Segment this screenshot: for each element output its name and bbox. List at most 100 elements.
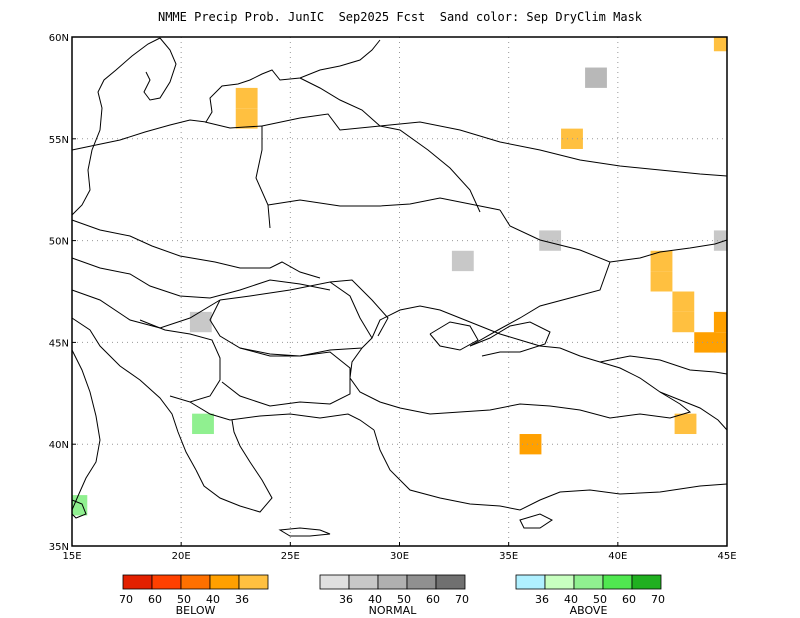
- prob-cell-normal: [451, 250, 474, 272]
- prob-cell-below: [235, 108, 258, 129]
- legend-swatch-above: [544, 574, 575, 590]
- coastline-crete: [278, 527, 331, 537]
- prob-cell-below: [713, 332, 727, 353]
- legend-label-below: 36: [235, 593, 249, 606]
- coastline-scandinavia: [71, 37, 161, 216]
- coastline-sicily: [71, 499, 87, 519]
- prob-cell-below: [650, 250, 673, 272]
- grid-lines: [72, 37, 727, 546]
- legend-label-normal: 36: [339, 593, 353, 606]
- prob-cell-below: [713, 37, 727, 52]
- border-caucasus: [599, 355, 728, 375]
- legend-label-below: 70: [119, 593, 133, 606]
- y-tick-label: 40N: [49, 440, 69, 451]
- border-russia-kazakhstan: [609, 239, 728, 263]
- legend-label-normal: 40: [368, 593, 382, 606]
- map-title: NMME Precip Prob. JunIC Sep2025 Fcst San…: [157, 10, 643, 24]
- legend-swatch-below: [209, 574, 240, 590]
- prob-cell-normal: [189, 311, 212, 333]
- coastline-italy: [71, 349, 101, 511]
- border-turkey-east: [659, 391, 728, 431]
- y-tick-label: 50N: [49, 237, 69, 248]
- prob-cell-normal: [585, 67, 607, 88]
- map-background: [72, 37, 727, 546]
- legend-label-below: 50: [177, 593, 191, 606]
- legend-swatch-below: [151, 574, 182, 590]
- legend-swatch-above: [515, 574, 546, 590]
- prob-cell-below: [235, 87, 258, 109]
- prob-cell-below: [713, 311, 727, 333]
- legend-label-normal: 60: [426, 593, 440, 606]
- border-germany-poland: [71, 219, 321, 279]
- coastline-aegean-north: [189, 401, 375, 431]
- border-ukraine-russia: [469, 209, 611, 347]
- border-bulgaria: [221, 347, 351, 407]
- prob-cell-below: [650, 271, 673, 292]
- legend-title-normal: NORMAL: [369, 604, 418, 617]
- border-czech-slovakia: [71, 257, 331, 299]
- prob-cell-above: [192, 413, 214, 435]
- prob-cell-below: [561, 128, 583, 149]
- border-russia-north: [379, 121, 728, 177]
- legend-swatch-below: [180, 574, 211, 590]
- legend-swatch-normal: [319, 574, 350, 590]
- y-tick-label: 55N: [49, 135, 69, 146]
- legend-label-normal: 50: [397, 593, 411, 606]
- prob-cell-normal: [539, 230, 562, 251]
- prob-cell-below: [694, 332, 717, 353]
- prob-cell-below: [672, 311, 695, 333]
- prob-cell-below: [519, 434, 542, 455]
- border-baltic-russia: [261, 113, 481, 213]
- x-tick-label: 45E: [717, 551, 736, 562]
- legend-swatch-normal: [406, 574, 437, 590]
- coastline-turkey-south: [373, 429, 728, 511]
- coastline-azov: [469, 321, 551, 357]
- y-tick-label: 45N: [49, 338, 69, 349]
- legend-title-above: ABOVE: [570, 604, 608, 617]
- coastline-crimea: [429, 321, 479, 351]
- legend-label-above: 70: [651, 593, 665, 606]
- axis-ticks: 15E 20E 25E 30E 35E 40E 45E 35N 40N 45N 50N 55N 60N: [49, 33, 737, 562]
- x-tick-label: 25E: [281, 551, 300, 562]
- coastlines-and-borders: [71, 37, 728, 537]
- legend-label-above: 40: [564, 593, 578, 606]
- legend-label-above: 36: [535, 593, 549, 606]
- border-austria-hungary: [71, 289, 221, 329]
- border-balkans: [139, 319, 221, 403]
- border-moldova: [329, 279, 389, 337]
- legend-swatch-normal: [348, 574, 379, 590]
- legend-label-above: 60: [622, 593, 636, 606]
- coastline-greece: [195, 419, 273, 513]
- coastline-black-sea: [349, 305, 692, 419]
- legend-swatch-above: [631, 574, 662, 590]
- y-tick-label: 60N: [49, 33, 69, 44]
- legend-swatch-normal: [377, 574, 408, 590]
- legend-swatch-above: [573, 574, 604, 590]
- y-tick-label: 35N: [49, 542, 69, 553]
- border-russia-northwest: [299, 77, 381, 127]
- legend-label-normal: 70: [455, 593, 469, 606]
- x-tick-label: 35E: [499, 551, 518, 562]
- coastline-cyprus: [519, 513, 553, 529]
- x-tick-label: 30E: [390, 551, 409, 562]
- legend-swatch-above: [602, 574, 633, 590]
- legend-swatch-below: [122, 574, 153, 590]
- legend-swatch-below: [238, 574, 269, 590]
- coastline-baltic-south: [71, 65, 341, 151]
- legend: 70 60 50 40 36 BELOW 36 40 50 60 70 NORMAL 36 40 50 60 7…: [119, 574, 665, 617]
- x-tick-label: 15E: [62, 551, 81, 562]
- legend-label-below: 40: [206, 593, 220, 606]
- legend-label-below: 60: [148, 593, 162, 606]
- coastline-gulf-finland: [339, 39, 381, 67]
- prob-cell-below: [672, 291, 695, 312]
- legend-swatch-normal: [435, 574, 466, 590]
- border-belarus-ukraine: [267, 197, 501, 211]
- legend-title-below: BELOW: [176, 604, 216, 617]
- coastline-adriatic: [71, 317, 197, 471]
- legend-label-above: 50: [593, 593, 607, 606]
- coastline-sweden-east: [143, 37, 177, 101]
- prob-cell-normal: [713, 230, 727, 251]
- x-tick-label: 20E: [172, 551, 191, 562]
- prob-cell-below: [674, 413, 697, 435]
